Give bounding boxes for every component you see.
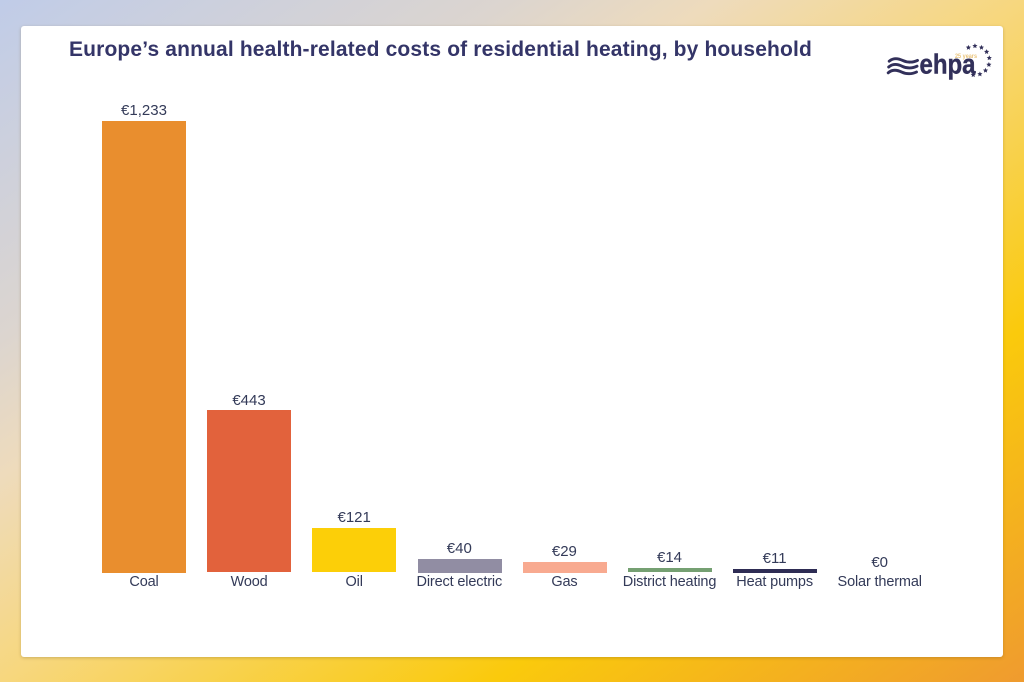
svg-text:25 years: 25 years xyxy=(955,54,978,60)
svg-text:ehpa: ehpa xyxy=(920,49,976,80)
